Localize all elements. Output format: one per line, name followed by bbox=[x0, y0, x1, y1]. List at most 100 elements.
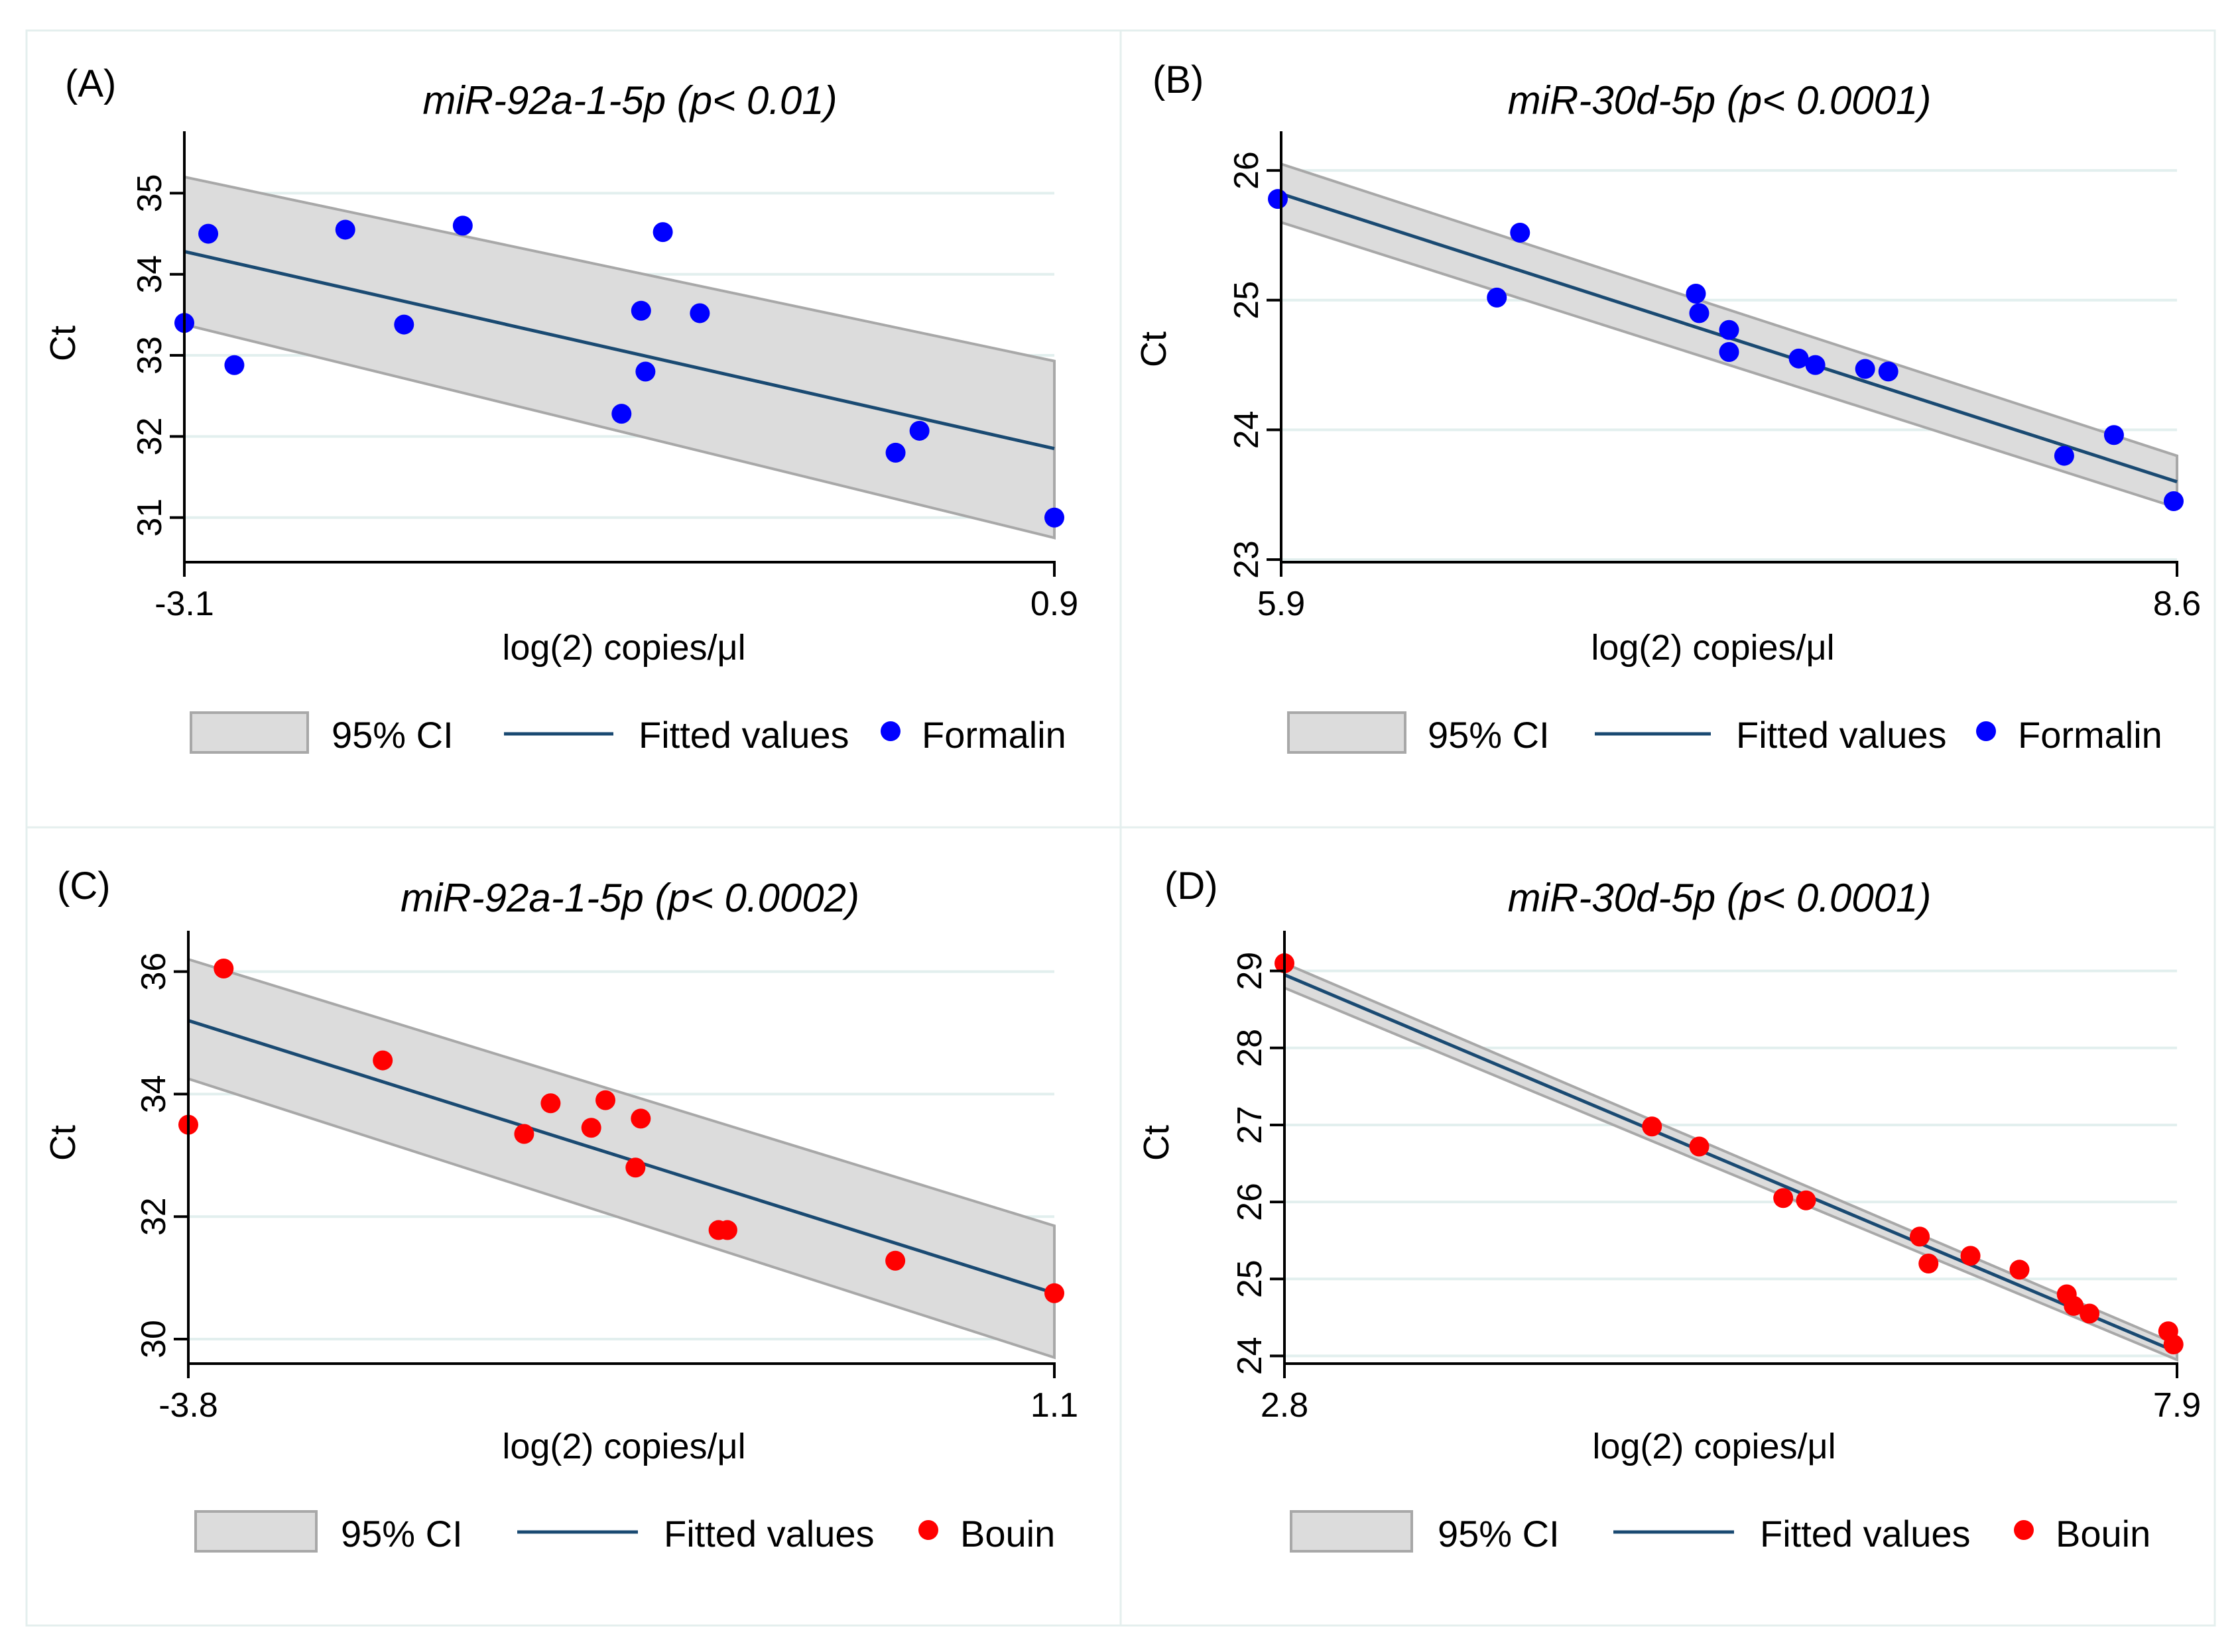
panel-label: (B) bbox=[1152, 58, 1204, 101]
data-point bbox=[1719, 342, 1739, 363]
x-axis-label: log(2) copies/μl bbox=[502, 1427, 745, 1466]
axes: 31 32 33 34 35 -3.1 0.9 bbox=[131, 131, 1078, 623]
data-point bbox=[394, 314, 414, 335]
data-point bbox=[1960, 1246, 1981, 1266]
fit-line bbox=[1284, 973, 2178, 1354]
y-tick-label: 26 bbox=[1231, 1183, 1269, 1221]
y-tick-label: 34 bbox=[135, 1075, 173, 1113]
legend-ci-swatch bbox=[194, 1510, 318, 1553]
data-point bbox=[1805, 355, 1826, 375]
axes: 24 25 26 27 28 29 2.8 7.9 bbox=[1231, 931, 2201, 1425]
legend-fit-label: Fitted values bbox=[1760, 1513, 1971, 1555]
chart-title: miR-92a-1-5p (p< 0.0002) bbox=[401, 876, 859, 920]
panel-b: 23 24 25 26 5.9 8.6 (B) miR-30d-5p (p< 0.0001… bbox=[1119, 29, 2216, 829]
y-tick-label: 27 bbox=[1231, 1106, 1269, 1144]
legend-point-swatch bbox=[881, 721, 901, 741]
legend-ci-label: 95% CI bbox=[1438, 1513, 1560, 1555]
x-axis-label: log(2) copies/μl bbox=[502, 628, 745, 668]
fit-line-group bbox=[1284, 973, 2178, 1354]
data-points bbox=[174, 215, 1064, 528]
data-point bbox=[2064, 1295, 2084, 1316]
y-tick-label: 25 bbox=[1227, 281, 1266, 320]
fit-line-group bbox=[188, 1019, 1055, 1295]
legend-ci-swatch bbox=[1290, 1510, 1413, 1553]
panel-a: 31 32 33 34 35 -3.1 0.9 (A) miR-92a-1-5p (p< 0… bbox=[25, 29, 1122, 829]
chart-title: miR-30d-5p (p< 0.0001) bbox=[1508, 876, 1932, 920]
data-point bbox=[909, 420, 930, 441]
legend-ci-swatch bbox=[190, 711, 309, 754]
y-tick-label: 34 bbox=[131, 255, 169, 294]
data-point bbox=[1689, 303, 1710, 324]
data-point bbox=[1855, 359, 1875, 379]
chart-title: miR-92a-1-5p (p< 0.01) bbox=[422, 78, 837, 123]
x-tick-label: 1.1 bbox=[1030, 1386, 1078, 1425]
data-point bbox=[1044, 1283, 1064, 1303]
data-point bbox=[1719, 320, 1739, 340]
data-point bbox=[198, 223, 219, 244]
data-point bbox=[625, 1157, 646, 1178]
data-point bbox=[1267, 189, 1288, 209]
y-tick-label: 24 bbox=[1231, 1336, 1269, 1375]
y-axis-label: Ct bbox=[43, 1125, 83, 1161]
y-tick-label: 23 bbox=[1227, 540, 1266, 579]
y-tick-label: 29 bbox=[1231, 952, 1269, 990]
y-axis-label: Ct bbox=[1134, 331, 1174, 367]
legend-fit-label: Fitted values bbox=[1736, 714, 1947, 756]
panel-label: (A) bbox=[65, 62, 116, 105]
data-point bbox=[2103, 425, 2124, 445]
y-tick-label: 25 bbox=[1231, 1260, 1269, 1298]
data-point bbox=[885, 1250, 906, 1271]
data-point bbox=[335, 219, 355, 240]
y-tick-label: 28 bbox=[1231, 1029, 1269, 1067]
y-tick-label: 32 bbox=[135, 1197, 173, 1236]
x-axis-label: log(2) copies/μl bbox=[1591, 628, 1834, 668]
x-tick-label: 0.9 bbox=[1030, 585, 1078, 623]
data-point bbox=[611, 404, 632, 424]
data-point bbox=[1878, 361, 1898, 382]
data-point bbox=[631, 300, 651, 321]
y-tick-label: 30 bbox=[135, 1320, 173, 1358]
data-point bbox=[514, 1124, 534, 1144]
data-point bbox=[1510, 223, 1530, 243]
legend: 95% CI Fitted values Bouin bbox=[194, 1510, 1055, 1555]
fit-line-group bbox=[184, 250, 1055, 451]
legend-point-swatch bbox=[918, 1520, 938, 1540]
data-point bbox=[690, 303, 710, 324]
x-axis-label: log(2) copies/μl bbox=[1592, 1427, 1836, 1466]
legend: 95% CI Fitted values Formalin bbox=[190, 711, 1066, 756]
data-point bbox=[717, 1220, 737, 1240]
legend-point-swatch bbox=[1976, 721, 1996, 741]
legend-point-label: Bouin bbox=[2056, 1513, 2150, 1555]
data-points bbox=[1267, 189, 2184, 512]
data-point bbox=[373, 1050, 393, 1071]
legend-fit-label: Fitted values bbox=[639, 714, 849, 756]
data-point bbox=[595, 1090, 616, 1110]
axes: 30 32 34 36 -3.8 1.1 bbox=[135, 931, 1078, 1425]
data-point bbox=[1686, 284, 1706, 304]
fit-line bbox=[184, 250, 1055, 451]
chart-title: miR-30d-5p (p< 0.0001) bbox=[1508, 78, 1932, 123]
legend-point-label: Bouin bbox=[960, 1513, 1055, 1555]
x-tick-label: 8.6 bbox=[2153, 585, 2201, 623]
legend-ci-swatch bbox=[1287, 711, 1406, 754]
legend-ci-label: 95% CI bbox=[1428, 714, 1550, 756]
data-point bbox=[885, 442, 906, 463]
x-tick-label: -3.1 bbox=[155, 585, 214, 623]
panel-label: (D) bbox=[1164, 864, 1218, 908]
data-point bbox=[1689, 1136, 1710, 1157]
legend-point-label: Formalin bbox=[2018, 714, 2162, 756]
axes: 23 24 25 26 5.9 8.6 bbox=[1227, 131, 2201, 623]
data-point bbox=[2163, 491, 2184, 512]
legend-ci-label: 95% CI bbox=[332, 714, 454, 756]
data-point bbox=[2054, 445, 2074, 466]
y-tick-label: 33 bbox=[131, 336, 169, 375]
data-point bbox=[452, 215, 473, 236]
data-point bbox=[1796, 1190, 1816, 1210]
data-point bbox=[653, 222, 673, 243]
legend-ci-label: 95% CI bbox=[341, 1513, 463, 1555]
legend-point-swatch bbox=[2014, 1520, 2034, 1540]
x-tick-label: 2.8 bbox=[1261, 1386, 1308, 1425]
data-point bbox=[214, 958, 234, 978]
y-tick-label: 26 bbox=[1227, 151, 1266, 190]
